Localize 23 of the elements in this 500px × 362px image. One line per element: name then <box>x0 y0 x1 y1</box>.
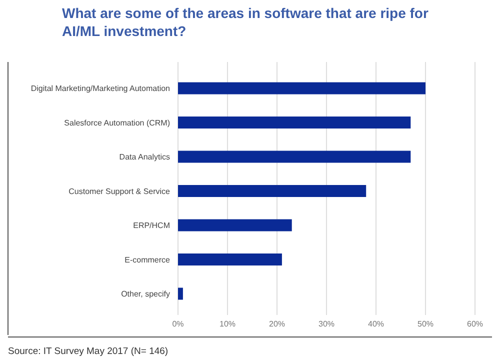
bar <box>178 150 411 163</box>
x-tick-label: 50% <box>417 320 434 329</box>
bar <box>178 253 282 266</box>
x-tick-label: 0% <box>172 320 184 329</box>
bar <box>178 219 292 232</box>
y-tick-label: Data Analytics <box>119 152 170 162</box>
x-tick-label: 60% <box>466 320 484 329</box>
y-tick-label: ERP/HCM <box>133 221 170 230</box>
bar <box>178 185 366 197</box>
x-tick-label: 30% <box>318 320 335 329</box>
bar <box>178 116 411 129</box>
bar <box>178 288 183 300</box>
y-tick-label: Other, specify <box>121 290 170 299</box>
y-tick-label: Customer Support & Service <box>68 186 171 196</box>
chart-title: What are some of the areas in software that are ripe for AI/ML investment? <box>62 5 429 39</box>
x-tick-label: 40% <box>368 320 384 329</box>
source-note: Source: IT Survey May 2017 (N= 146) <box>8 346 168 357</box>
x-tick-label: 20% <box>268 320 286 329</box>
bar <box>178 82 426 94</box>
y-tick-label: Digital Marketing/Marketing Automation <box>30 84 170 94</box>
y-tick-label: Salesforce Automation (CRM) <box>64 118 170 128</box>
x-tick-label: 10% <box>219 320 236 329</box>
y-tick-label: E-commerce <box>124 255 171 264</box>
